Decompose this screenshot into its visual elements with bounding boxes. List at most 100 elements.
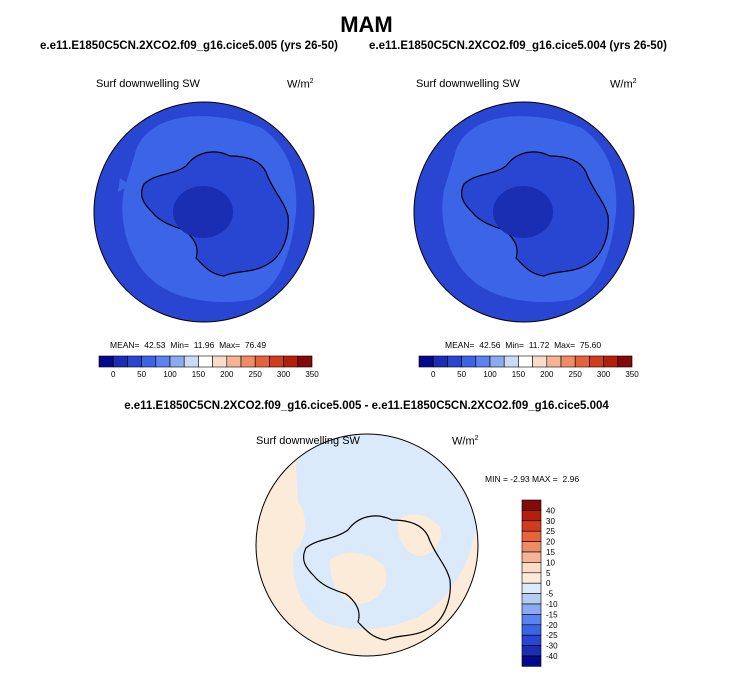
right-map-border	[413, 101, 635, 323]
right-colorbar-box	[518, 355, 533, 368]
difference-colorbar-tick-label: 5	[546, 569, 551, 578]
difference-units-label: W/m2	[452, 435, 479, 448]
right-stats: MEAN= 42.56 Min= 11.72 Max= 75.60	[445, 340, 602, 350]
difference-colorbar-tick-label: 25	[546, 527, 555, 536]
left-colorbar: 0 50 100 150 200 250 300 350	[98, 355, 319, 379]
difference-colorbar-tick-label: 10	[546, 558, 555, 567]
left-polar-core	[173, 186, 233, 238]
right-colorbar-box	[461, 355, 477, 368]
right-colorbar-tick-label: 300	[597, 370, 611, 379]
left-colorbar-tick-label: 150	[192, 370, 206, 379]
left-variable-label: Surf downwelling SW	[96, 78, 200, 90]
difference-colorbar-tick-label: 15	[546, 548, 555, 557]
difference-colorbar-box	[521, 541, 542, 553]
left-colorbar-box	[240, 355, 256, 368]
left-colorbar-box	[297, 355, 313, 368]
difference-positive-patch-east	[397, 514, 441, 556]
left-colorbar-box	[127, 355, 142, 368]
right-colorbar-tick-label: 0	[431, 370, 436, 379]
right-colorbar-box	[617, 355, 633, 368]
left-colorbar-tick-label: 0	[111, 370, 116, 379]
right-colorbar-box	[489, 355, 505, 368]
difference-positive-patch-west	[260, 499, 305, 557]
right-colorbar-box	[432, 355, 448, 368]
left-colorbar-box	[226, 355, 242, 368]
difference-variable-label: Surf downwelling SW	[256, 435, 360, 447]
difference-colorbar-box	[521, 520, 542, 532]
right-colorbar-tick-label: 200	[540, 370, 554, 379]
left-colorbar-box	[254, 355, 270, 368]
right-colorbar-box	[503, 355, 519, 368]
page-title: MAM	[340, 12, 393, 37]
difference-colorbar-box	[521, 572, 542, 584]
right-colorbar: 0 50 100 150 200 250 300 350	[418, 355, 639, 379]
right-colorbar-tick-label: 100	[483, 370, 497, 379]
left-colorbar-box	[183, 355, 199, 368]
left-colorbar-tick-label: 350	[305, 370, 319, 379]
left-map-border	[93, 101, 315, 323]
difference-colorbar-tick-label: 30	[546, 517, 555, 526]
right-colorbar-box	[574, 355, 590, 368]
difference-colorbar-tick-label: -15	[546, 610, 558, 619]
right-variable-label: Surf downwelling SW	[416, 78, 520, 90]
difference-colorbar-tick-label: 20	[546, 538, 555, 547]
left-colorbar-box	[98, 355, 114, 368]
left-colorbar-box	[112, 355, 128, 368]
left-colorbar-tick-label: 50	[137, 370, 146, 379]
difference-colorbar-box	[521, 530, 542, 542]
difference-colorbar-tick-label: -20	[546, 621, 558, 630]
right-colorbar-tick-label: 150	[512, 370, 526, 379]
right-colorbar-box	[475, 355, 491, 368]
right-colorbar-tick-label: 350	[625, 370, 639, 379]
right-colorbar-box	[589, 355, 604, 368]
left-colorbar-tick-label: 100	[163, 370, 177, 379]
right-polar-core	[493, 186, 553, 238]
difference-colorbar-tick-label: -25	[546, 631, 558, 640]
difference-colorbar-box	[521, 499, 542, 511]
difference-colorbar-box	[521, 551, 542, 563]
difference-colorbar-box	[521, 562, 542, 574]
difference-title: e.e11.E1850C5CN.2XCO2.f09_g16.cice5.005 …	[124, 400, 609, 412]
difference-colorbar-box	[521, 624, 542, 636]
difference-colorbar-tick-label: -30	[546, 642, 558, 651]
left-units-label: W/m2	[287, 78, 314, 91]
difference-colorbar-box	[521, 582, 542, 594]
difference-colorbar-box	[521, 510, 542, 522]
difference-colorbar-box	[521, 655, 542, 667]
left-case-title: e.e11.E1850C5CN.2XCO2.f09_g16.cice5.005 …	[40, 40, 338, 52]
left-colorbar-box	[155, 355, 171, 368]
left-colorbar-box	[198, 355, 213, 368]
left-colorbar-box	[269, 355, 284, 368]
left-colorbar-box	[141, 355, 157, 368]
difference-colorbar-box	[521, 593, 542, 605]
difference-map-border	[255, 433, 479, 657]
right-colorbar-tick-label: 250	[569, 370, 583, 379]
difference-colorbar-tick-label: 40	[546, 506, 555, 515]
right-colorbar-tick-label: 50	[457, 370, 466, 379]
left-colorbar-tick-label: 200	[220, 370, 234, 379]
difference-colorbar-box	[521, 645, 542, 657]
left-peninsula	[118, 178, 130, 192]
left-polar-map	[93, 101, 315, 323]
right-colorbar-box	[560, 355, 576, 368]
left-stats: MEAN= 42.53 Min= 11.96 Max= 76.49	[110, 340, 267, 350]
difference-antarctica-coastline	[302, 515, 451, 641]
right-colorbar-box	[447, 355, 462, 368]
difference-positive-patch-center	[330, 552, 387, 604]
difference-colorbar-box	[521, 603, 542, 615]
difference-minmax: MIN = -2.93 MAX = 2.96	[485, 474, 580, 484]
right-colorbar-box	[603, 355, 619, 368]
difference-colorbar-tick-label: -5	[546, 590, 554, 599]
left-colorbar-box	[169, 355, 185, 368]
right-units-label: W/m2	[610, 78, 637, 91]
right-colorbar-box	[418, 355, 434, 368]
right-polar-map	[413, 101, 635, 323]
right-colorbar-box	[532, 355, 548, 368]
difference-colorbar-tick-label: -10	[546, 600, 558, 609]
difference-colorbar-tick-label: 0	[546, 579, 551, 588]
left-colorbar-box	[212, 355, 228, 368]
difference-polar-map	[255, 433, 479, 657]
difference-colorbar-box	[521, 614, 542, 626]
left-colorbar-tick-label: 300	[277, 370, 291, 379]
